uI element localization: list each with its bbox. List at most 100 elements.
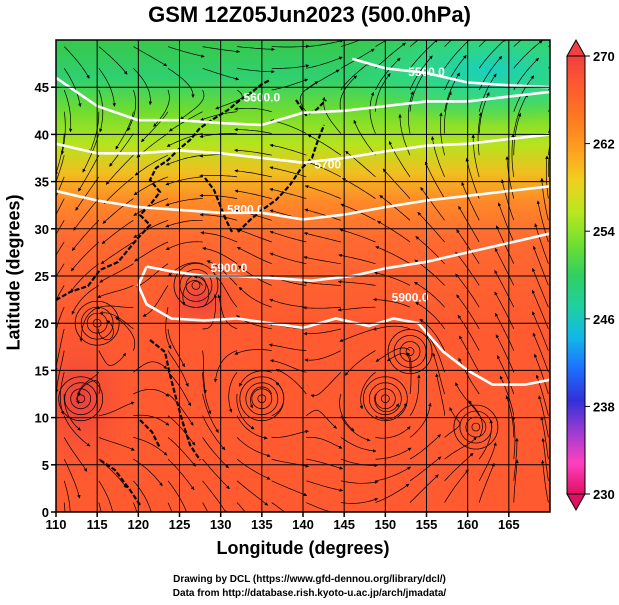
colorbar: 270 262 254 246 238 230: [566, 38, 615, 512]
streamline: [306, 40, 344, 47]
streamline: [541, 459, 549, 503]
streamline: [109, 133, 134, 167]
streamline: [236, 458, 271, 480]
streamline: [494, 312, 515, 351]
streamline: [304, 184, 342, 199]
contour-label: 5900.0: [211, 261, 248, 275]
y-tick-label: 0: [42, 505, 49, 520]
streamline: [374, 271, 411, 286]
streamline: [306, 409, 337, 429]
streamline: [70, 241, 100, 272]
streamline: [382, 168, 411, 199]
y-tick-label: 35: [35, 175, 49, 190]
wind-streamlines: [56, 40, 550, 512]
streamline: [339, 393, 355, 432]
streamline: [167, 372, 192, 407]
streamline: [513, 40, 522, 47]
streamline: [249, 386, 273, 409]
streamline: [63, 68, 82, 107]
streamline: [63, 46, 90, 79]
streamline: [303, 328, 341, 336]
streamline: [435, 373, 445, 416]
streamline: [307, 134, 342, 156]
streamline: [98, 437, 135, 451]
colorbar-bottom-triangle: [566, 493, 586, 512]
streamline: [500, 179, 515, 221]
streamline: [444, 469, 469, 503]
streamline: [494, 247, 515, 286]
streamline: [165, 198, 203, 207]
streamline: [115, 317, 136, 351]
streamline: [133, 437, 168, 456]
streamline: [548, 127, 550, 134]
streamline: [531, 289, 549, 330]
streamline: [237, 46, 275, 52]
streamline: [444, 55, 467, 91]
streamline: [199, 213, 238, 221]
streamline: [63, 393, 81, 431]
streamline: [513, 437, 519, 481]
streamline: [238, 286, 272, 308]
y-tick-label: 10: [35, 411, 49, 426]
streamline: [133, 502, 138, 512]
streamline: [375, 483, 410, 503]
streamline: [340, 458, 379, 468]
warm-spot: [56, 310, 140, 490]
x-tick-label: 110: [46, 517, 67, 532]
vortex-ring: [58, 376, 104, 422]
streamline: [532, 245, 549, 286]
streamline: [444, 407, 461, 438]
streamline: [409, 402, 432, 438]
streamline: [202, 458, 230, 490]
credit-line-2: Data from http://database.rish.kyoto-u.a…: [172, 588, 447, 599]
streamline: [56, 285, 65, 302]
streamline: [77, 380, 101, 397]
streamline: [303, 255, 341, 265]
streamline: [540, 416, 549, 460]
vortex-ring: [387, 329, 433, 374]
streamline: [375, 57, 401, 91]
streamline: [133, 46, 168, 67]
streamline: [409, 456, 442, 482]
y-tick-label: 30: [35, 222, 49, 237]
streamline: [340, 480, 379, 484]
streamline: [306, 56, 343, 69]
streamline: [306, 69, 340, 91]
streamline: [98, 46, 128, 75]
streamline: [494, 291, 515, 330]
streamline: [103, 176, 134, 204]
streamline: [340, 437, 377, 453]
streamline: [478, 419, 493, 460]
streamline: [70, 263, 100, 293]
streamline: [409, 374, 421, 416]
streamline: [375, 466, 412, 482]
streamline: [73, 198, 100, 231]
streamline: [76, 372, 100, 405]
streamline: [63, 437, 88, 472]
streamline: [206, 260, 238, 286]
contour-line: [146, 232, 550, 283]
streamline: [269, 252, 307, 265]
streamline: [407, 91, 414, 134]
streamline: [375, 426, 411, 439]
streamline: [299, 81, 319, 112]
streamline: [167, 328, 185, 368]
streamline: [98, 458, 127, 489]
streamline: [458, 335, 480, 373]
streamline: [180, 89, 205, 120]
streamline: [426, 334, 445, 373]
streamline: [98, 320, 114, 341]
streamline: [167, 415, 196, 446]
streamline: [167, 502, 173, 512]
streamline: [141, 111, 169, 143]
streamline: [338, 253, 376, 265]
streamline: [409, 40, 438, 69]
streamline: [409, 72, 425, 112]
streamline: [102, 198, 134, 224]
streamline: [339, 328, 376, 342]
streamline: [377, 220, 411, 243]
streamline: [105, 154, 134, 185]
x-axis-label: Longitude (degrees): [216, 538, 390, 558]
streamline: [304, 208, 342, 221]
x-tick-label: 120: [127, 517, 149, 532]
